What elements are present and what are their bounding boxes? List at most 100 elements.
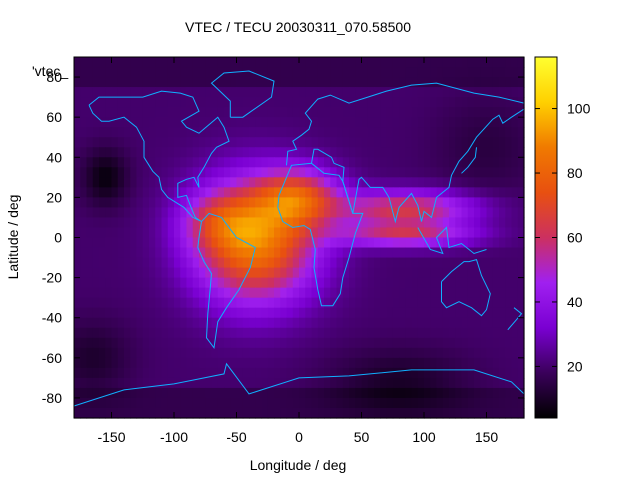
heatmap-cell [461, 217, 469, 229]
heatmap-cell [242, 127, 250, 138]
heatmap-cell [274, 397, 281, 409]
heatmap-cell [442, 177, 450, 188]
heatmap-cell [186, 297, 194, 309]
heatmap-cell [492, 387, 500, 399]
heatmap-cell [142, 97, 150, 108]
heatmap-cell [167, 77, 175, 88]
heatmap-cell [305, 207, 313, 219]
heatmap-cell [317, 387, 325, 399]
heatmap-cell [286, 197, 294, 209]
heatmap-cell [205, 187, 213, 198]
heatmap-cell [130, 97, 138, 108]
heatmap-cell [267, 267, 275, 279]
heatmap-cell [86, 277, 94, 289]
heatmap-cell [236, 157, 244, 168]
heatmap-cell [242, 97, 250, 108]
heatmap-cell [442, 167, 450, 178]
heatmap-cell [130, 387, 138, 399]
heatmap-cell [242, 397, 250, 409]
heatmap-cell [442, 257, 450, 269]
heatmap-cell [105, 157, 113, 168]
heatmap-cell [342, 67, 350, 78]
heatmap-cell [249, 177, 256, 188]
heatmap-cell [255, 187, 263, 198]
heatmap-cell [405, 297, 413, 309]
heatmap-cell [267, 127, 275, 138]
heatmap-cell [442, 297, 450, 309]
heatmap-cell [342, 127, 350, 138]
heatmap-cell [267, 57, 275, 68]
heatmap-cell [392, 237, 400, 249]
heatmap-cell [299, 197, 306, 209]
heatmap-cell [317, 207, 325, 219]
heatmap-cell [86, 257, 94, 269]
heatmap-cell [311, 117, 319, 128]
heatmap-cell [180, 337, 188, 349]
heatmap-cell [274, 137, 281, 148]
heatmap-cell [411, 227, 419, 239]
heatmap-cell [374, 87, 381, 98]
heatmap-cell [74, 107, 81, 118]
heatmap-cell [174, 237, 181, 249]
heatmap-cell [117, 137, 125, 148]
heatmap-cell [499, 237, 506, 249]
heatmap-cell [242, 277, 250, 289]
heatmap-cell [242, 167, 250, 178]
heatmap-cell [449, 197, 456, 209]
heatmap-cell [105, 197, 113, 209]
heatmap-cell [280, 97, 288, 108]
heatmap-cell [480, 337, 488, 349]
heatmap-cell [380, 57, 388, 68]
heatmap-cell [280, 367, 288, 379]
heatmap-cell [511, 317, 519, 329]
heatmap-cell [374, 157, 381, 168]
heatmap-cell [261, 217, 269, 229]
heatmap-cell [142, 357, 150, 369]
heatmap-cell [124, 117, 131, 128]
heatmap-cell [217, 197, 225, 209]
heatmap-cell [299, 157, 306, 168]
heatmap-cell [242, 367, 250, 379]
heatmap-cell [511, 167, 519, 178]
heatmap-cell [499, 397, 506, 409]
heatmap-cell [167, 267, 175, 279]
heatmap-cell [74, 167, 81, 178]
heatmap-cell [405, 237, 413, 249]
heatmap-cell [286, 97, 294, 108]
heatmap-cell [217, 177, 225, 188]
heatmap-cell [424, 157, 431, 168]
heatmap-cell [505, 357, 513, 369]
heatmap-cell [180, 287, 188, 299]
heatmap-cell [386, 217, 394, 229]
heatmap-cell [511, 147, 519, 158]
heatmap-cell [486, 297, 494, 309]
heatmap-cell [92, 317, 100, 329]
heatmap-cell [405, 257, 413, 269]
heatmap-cell [230, 87, 238, 98]
heatmap-cell [280, 227, 288, 239]
heatmap-cell [392, 177, 400, 188]
heatmap-cell [230, 207, 238, 219]
heatmap-cell [386, 187, 394, 198]
heatmap-cell [155, 347, 163, 359]
heatmap-cell [274, 147, 281, 158]
heatmap-cell [236, 337, 244, 349]
heatmap-cell [405, 157, 413, 168]
heatmap-cell [292, 387, 300, 399]
heatmap-cell [111, 117, 119, 128]
heatmap-cell [430, 337, 438, 349]
heatmap-cell [180, 257, 188, 269]
heatmap-cell [511, 177, 519, 188]
heatmap-cell [186, 287, 194, 299]
heatmap-cell [492, 317, 500, 329]
heatmap-cell [374, 207, 381, 219]
heatmap-cell [436, 227, 444, 239]
heatmap-cell [92, 147, 100, 158]
heatmap-cell [424, 167, 431, 178]
heatmap-cell [117, 57, 125, 68]
heatmap-cell [149, 137, 156, 148]
heatmap-cell [130, 307, 138, 319]
heatmap-cell [461, 307, 469, 319]
heatmap-cell [430, 67, 438, 78]
heatmap-cell [292, 367, 300, 379]
